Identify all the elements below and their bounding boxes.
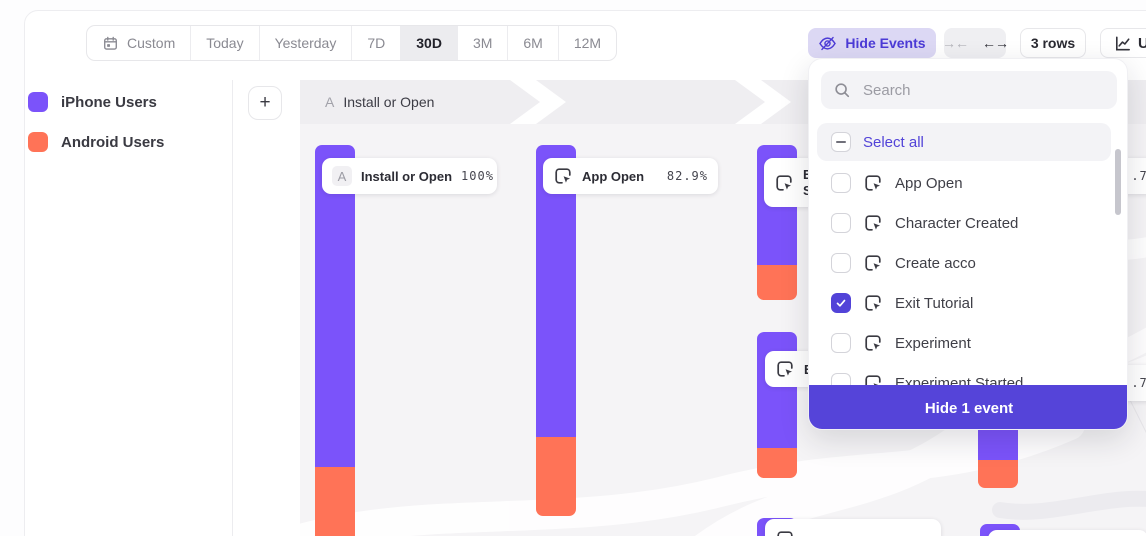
bar-segment-android xyxy=(315,467,355,536)
select-all-row[interactable]: Select all xyxy=(817,123,1111,161)
step-conversion-value: 100% xyxy=(461,169,494,183)
bar-segment-iphone xyxy=(757,332,797,448)
step-card-clipped-bottom[interactable] xyxy=(765,519,941,536)
expand-columns-button[interactable]: ←→ xyxy=(982,35,1009,51)
event-icon xyxy=(863,213,883,233)
bar-segment-android xyxy=(978,460,1018,488)
date-range-12m[interactable]: 12M xyxy=(573,35,602,51)
event-icon xyxy=(863,333,883,353)
date-range-30d-selected[interactable]: 30D xyxy=(401,26,458,60)
add-step-button[interactable]: + xyxy=(248,86,282,120)
checkbox-unchecked[interactable] xyxy=(831,173,851,193)
legend-swatch-purple xyxy=(28,92,48,112)
event-item-app-open[interactable]: App Open xyxy=(809,163,1127,203)
step-letter-badge: A xyxy=(332,166,352,186)
step-label: App Open xyxy=(582,168,645,184)
event-item-experiment[interactable]: Experiment xyxy=(809,323,1127,363)
date-range-control: Custom Today Yesterday 7D 30D 3M 6M 12M xyxy=(86,25,618,61)
event-icon xyxy=(775,529,795,536)
event-item-create-acco[interactable]: Create acco xyxy=(809,243,1127,283)
step-label-fragment: E xyxy=(803,168,812,181)
step-conversion-value-fragment: .7% xyxy=(1131,376,1146,390)
eye-off-icon xyxy=(818,34,837,53)
event-icon xyxy=(863,293,883,313)
line-chart-icon xyxy=(1113,34,1132,53)
checkbox-checked[interactable] xyxy=(831,293,851,313)
legend-item-android-users[interactable]: Android Users xyxy=(28,132,164,152)
bar-segment-android xyxy=(536,437,576,516)
bar-segment-android xyxy=(757,265,797,300)
step-card-app-open[interactable]: App Open 82.9% xyxy=(543,158,718,194)
column-width-control: →← ←→ xyxy=(942,28,1009,58)
event-item-character-created[interactable]: Character Created xyxy=(809,203,1127,243)
step-conversion-value: 82.9% xyxy=(666,169,708,183)
event-icon xyxy=(774,173,794,193)
event-icon xyxy=(863,173,883,193)
chart-type-button[interactable]: U xyxy=(1100,28,1146,58)
event-icon xyxy=(553,166,573,186)
search-icon xyxy=(833,81,851,99)
legend-swatch-orange xyxy=(28,132,48,152)
step-chevron-separators xyxy=(510,80,791,124)
legend-label: iPhone Users xyxy=(61,93,157,111)
legend-chart-divider xyxy=(232,80,233,536)
bar-segment-android xyxy=(757,448,797,478)
date-range-today[interactable]: Today xyxy=(191,26,260,60)
collapse-columns-button[interactable]: →← xyxy=(942,35,969,51)
step-label-fragment: S xyxy=(803,184,812,197)
hide-events-label: Hide Events xyxy=(845,35,926,51)
event-list: App Open Character Created Create acco E… xyxy=(809,163,1127,403)
step-card-clipped-bottom[interactable] xyxy=(988,530,1146,536)
checkbox-unchecked[interactable] xyxy=(831,333,851,353)
step-conversion-value-fragment: .7% xyxy=(1131,169,1146,183)
hide-events-button[interactable]: Hide Events xyxy=(808,28,936,58)
chart-type-label-fragment: U xyxy=(1138,34,1146,52)
event-icon xyxy=(863,253,883,273)
step-label: Install or Open xyxy=(361,168,453,184)
event-item-exit-tutorial[interactable]: Exit Tutorial xyxy=(809,283,1127,323)
calendar-icon xyxy=(102,35,119,52)
date-range-yesterday[interactable]: Yesterday xyxy=(260,26,353,60)
legend-label: Android Users xyxy=(61,133,165,151)
event-search xyxy=(821,71,1117,109)
event-icon xyxy=(775,359,795,379)
checkbox-unchecked[interactable] xyxy=(831,253,851,273)
hide-events-dropdown: Select all App Open Character Created Cr… xyxy=(808,58,1128,430)
funnel-step-header[interactable]: A Install or Open xyxy=(325,80,434,124)
select-all-checkbox-indeterminate[interactable] xyxy=(831,132,851,152)
bar-segment-iphone xyxy=(315,145,355,467)
step-card-install-or-open[interactable]: A Install or Open 100% xyxy=(322,158,497,194)
step-letter: A xyxy=(325,94,335,110)
check-icon xyxy=(834,296,848,310)
dropdown-scrollbar[interactable] xyxy=(1115,149,1121,215)
hide-one-event-button[interactable]: Hide 1 event xyxy=(809,385,1127,429)
date-range-3m[interactable]: 3M xyxy=(458,26,509,60)
checkbox-unchecked[interactable] xyxy=(831,213,851,233)
date-range-7d[interactable]: 7D xyxy=(352,26,402,60)
date-range-6m[interactable]: 6M xyxy=(508,26,559,60)
step-name: Install or Open xyxy=(343,94,435,110)
search-input[interactable] xyxy=(861,80,1105,100)
rows-count-button[interactable]: 3 rows xyxy=(1020,28,1086,58)
legend-item-iphone-users[interactable]: iPhone Users xyxy=(28,92,157,112)
date-range-custom[interactable]: Custom xyxy=(87,26,192,60)
select-all-label: Select all xyxy=(863,133,924,151)
